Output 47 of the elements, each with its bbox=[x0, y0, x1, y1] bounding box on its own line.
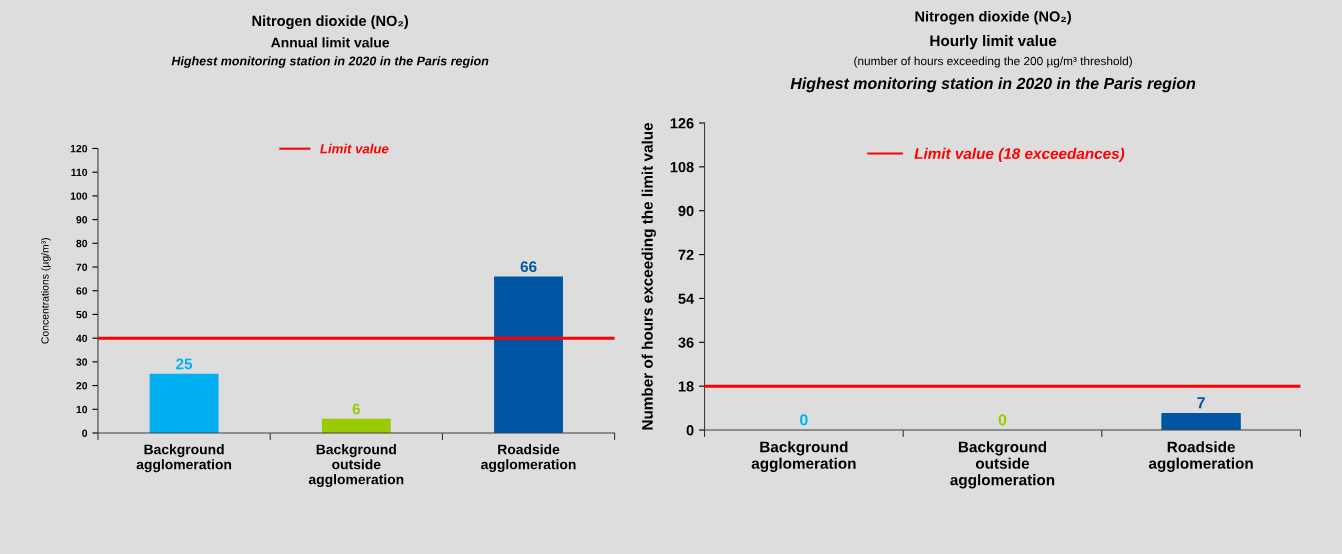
data-label: 7 bbox=[1197, 397, 1205, 409]
chart-title: Nitrogen dioxide (NO₂) bbox=[252, 15, 408, 29]
x-tick-label: Background agglomeration bbox=[751, 441, 856, 472]
y-tick-label: 90 bbox=[678, 205, 694, 217]
data-label: 25 bbox=[176, 358, 193, 370]
y-tick-label: 126 bbox=[670, 118, 694, 129]
text: Highest monitoring station in 2020 in the Paris region bbox=[790, 77, 1196, 93]
data-label: 0 bbox=[998, 414, 1007, 426]
y-tick-label: 0 bbox=[82, 429, 88, 437]
data-label: 66 bbox=[520, 261, 537, 273]
y-tick-label: 72 bbox=[678, 249, 694, 260]
y-tick-label: 70 bbox=[76, 263, 88, 271]
x-tick-label: Roadside agglomeration bbox=[481, 444, 576, 473]
y-tick-label: 18 bbox=[678, 381, 694, 392]
y-tick-label: 108 bbox=[670, 161, 694, 173]
y-tick-label: 60 bbox=[76, 287, 88, 295]
x-tick-label: Background agglomeration bbox=[136, 444, 232, 473]
y-tick-label: 80 bbox=[76, 239, 88, 248]
bar bbox=[321, 418, 391, 434]
y-tick-label: 110 bbox=[71, 168, 88, 177]
y-axis-title: Concentrations (µg/m³) bbox=[41, 238, 51, 344]
x-tick-label: Roadside agglomeration bbox=[1148, 441, 1253, 472]
y-tick-label: 30 bbox=[76, 358, 88, 366]
y-tick-label: 0 bbox=[686, 425, 694, 436]
text: Highest monitoring station in 2020 in the Paris region bbox=[171, 56, 489, 68]
x-tick-label: Background outside agglomeration bbox=[308, 444, 404, 488]
y-tick-label: 90 bbox=[76, 216, 88, 224]
data-label: 6 bbox=[352, 403, 360, 415]
bar bbox=[149, 373, 219, 434]
legend-label: Limit value (18 exceedances) bbox=[914, 147, 1125, 163]
y-tick-label: 36 bbox=[678, 337, 694, 348]
chart-subtitle: Annual limit value bbox=[271, 37, 390, 48]
y-tick-label: 40 bbox=[76, 334, 88, 343]
y-tick-label: 54 bbox=[678, 293, 695, 304]
data-label: 0 bbox=[800, 414, 808, 426]
chart-subtitle: Hourly limit value bbox=[930, 34, 1057, 50]
y-tick-label: 10 bbox=[76, 405, 88, 414]
chart-title: Nitrogen dioxide (NO₂) bbox=[915, 10, 1071, 25]
x-tick-label: Background outside agglomeration bbox=[950, 441, 1055, 489]
y-tick-label: 100 bbox=[70, 192, 88, 200]
bar bbox=[494, 276, 563, 434]
y-tick-label: 20 bbox=[76, 382, 88, 390]
y-tick-label: 50 bbox=[76, 310, 88, 319]
y-tick-label: 120 bbox=[70, 144, 88, 153]
text: (number of hours exceeding the 200 µg/m³ threshold) bbox=[854, 56, 1132, 68]
legend-label: Limit value bbox=[320, 143, 389, 154]
y-axis-title: Number of hours exceeding the limit value bbox=[641, 122, 656, 430]
